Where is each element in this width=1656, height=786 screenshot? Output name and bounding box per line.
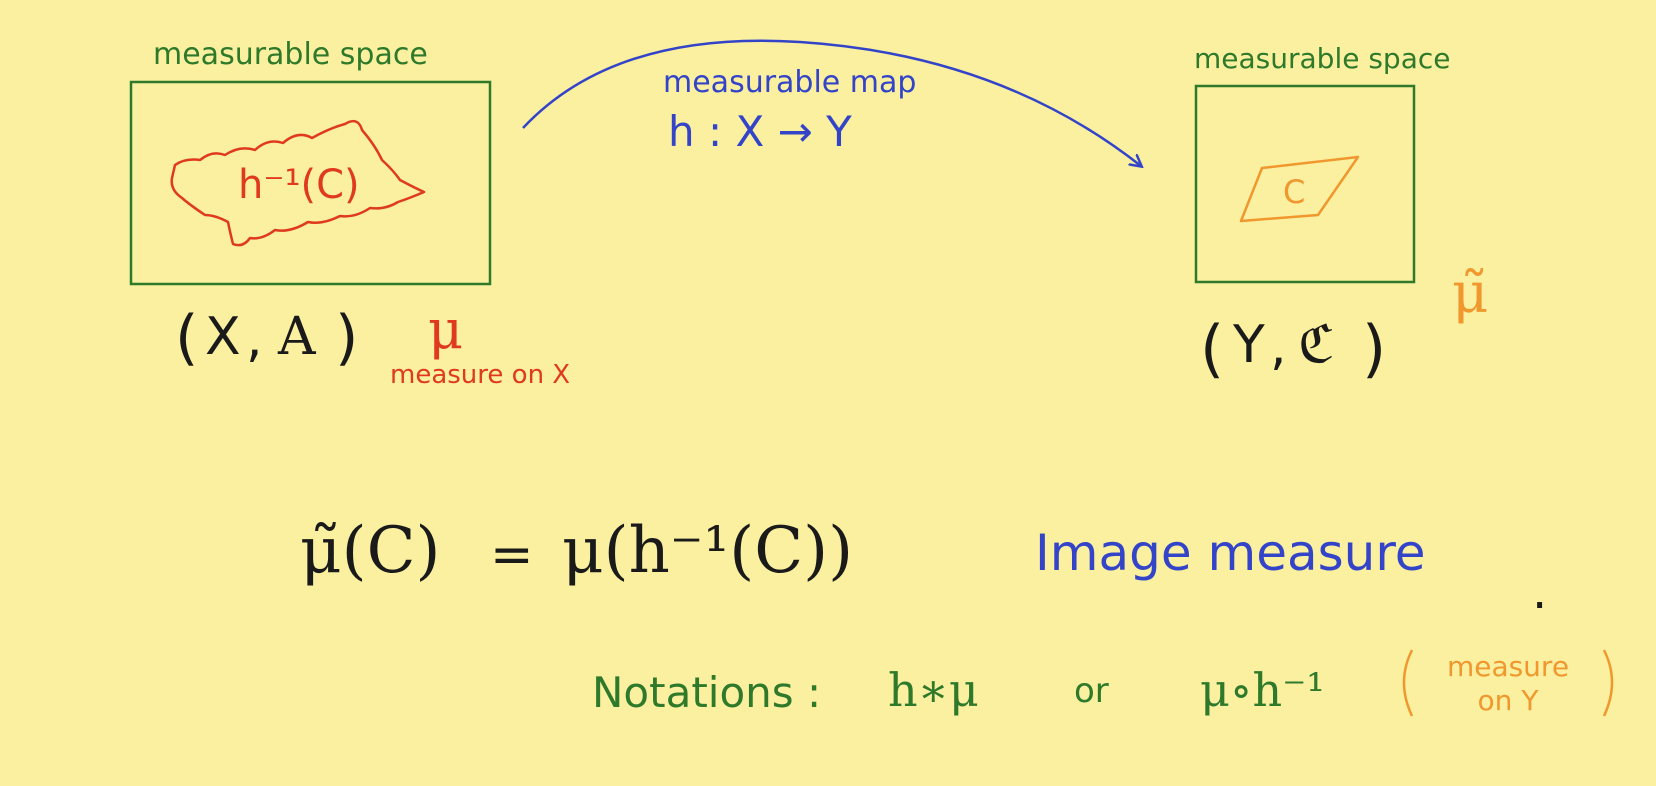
notation-or: or <box>1074 671 1109 711</box>
map-formula: h : X → Y <box>668 107 852 156</box>
preimage-set-outline <box>170 119 426 247</box>
right-pair-open-paren: ( <box>1200 312 1224 385</box>
right-pair-space-y: Y <box>1232 315 1265 375</box>
right-space-label: measurable space <box>1194 42 1450 75</box>
equation-lhs: μ̃(C) <box>300 514 441 588</box>
left-pair-space-x: X <box>205 307 241 367</box>
left-pair-comma: , <box>246 309 263 369</box>
note-open-paren <box>1402 649 1414 717</box>
set-c-shape <box>1239 155 1360 223</box>
left-pair-sigma-algebra: A <box>277 307 317 367</box>
equation-equals: = <box>490 525 534 585</box>
notations-label: Notations : <box>592 668 821 717</box>
note-close-paren <box>1602 649 1614 717</box>
right-space-box <box>1194 84 1416 284</box>
note-line-measure: measure <box>1447 650 1569 683</box>
note-line-on-y: on Y <box>1478 684 1540 717</box>
equation-group: μ̃(C) = μ(h⁻¹(C)) Image measure . <box>300 514 1547 620</box>
measure-on-x-caption: measure on X <box>390 360 570 390</box>
left-space-group: measurable space h⁻¹(C) ( X , A ) μ meas… <box>129 37 570 390</box>
right-pair-close-paren: ) <box>1362 312 1386 385</box>
left-pair-close-paren: ) <box>335 303 358 373</box>
right-space-group: measurable space C ( Y , ℭ ) μ̃ <box>1194 42 1488 385</box>
notations-group: Notations : h∗μ or μ∘h⁻¹ measure on Y <box>592 649 1614 717</box>
trailing-dot: . <box>1532 564 1547 620</box>
notation-pushforward: h∗μ <box>888 663 979 717</box>
notation-composition: μ∘h⁻¹ <box>1200 663 1325 717</box>
map-label: measurable map <box>663 65 916 100</box>
mu-symbol: μ <box>428 298 463 361</box>
equation-rhs: μ(h⁻¹(C)) <box>562 514 853 588</box>
map-arrow <box>522 39 1141 166</box>
image-measure-name: Image measure <box>1035 524 1426 582</box>
preimage-set-label: h⁻¹(C) <box>238 162 360 208</box>
right-pair-comma: , <box>1270 317 1287 377</box>
right-pair-sigma-algebra: ℭ <box>1298 315 1335 375</box>
mu-tilde-symbol: μ̃ <box>1452 261 1488 326</box>
left-pair-open-paren: ( <box>175 303 198 373</box>
left-space-label: measurable space <box>153 37 428 72</box>
set-c-label: C <box>1283 173 1305 211</box>
map-group: measurable map h : X → Y <box>522 39 1141 166</box>
left-space-box <box>129 80 492 286</box>
